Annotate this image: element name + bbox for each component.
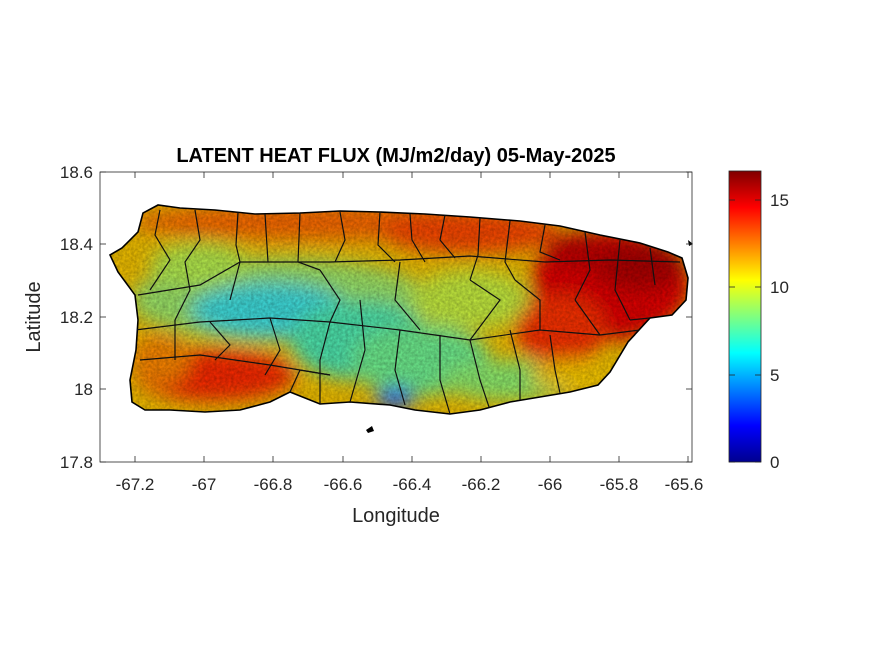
colorbar-tick-label: 15 — [770, 191, 789, 210]
x-tick-label: -66.6 — [324, 475, 363, 494]
colorbar-tick-labels: 15 10 5 0 — [770, 191, 789, 472]
y-tick-marks — [100, 171, 692, 463]
x-tick-labels: -67.2 -67 -66.8 -66.6 -66.4 -66.2 -66 -6… — [116, 475, 704, 494]
colorbar-tick-label: 0 — [770, 453, 779, 472]
colorbar-tick-marks — [729, 199, 761, 463]
colorbar-tick-label: 5 — [770, 366, 779, 385]
municipality-boundaries — [134, 209, 681, 414]
x-tick-label: -66.4 — [393, 475, 432, 494]
y-tick-label: 18.6 — [60, 163, 93, 182]
y-tick-labels: 18.6 18.4 18.2 18 17.8 — [60, 163, 93, 472]
x-tick-label: -65.8 — [600, 475, 639, 494]
map-title: LATENT HEAT FLUX (MJ/m2/day) 05-May-2025 — [176, 145, 615, 167]
x-tick-label: -66.8 — [254, 475, 293, 494]
x-tick-label: -66 — [538, 475, 563, 494]
colorbar — [728, 170, 762, 463]
latent-heat-field — [110, 205, 688, 414]
caja-de-muertos-island — [366, 426, 374, 433]
y-tick-label: 18 — [74, 380, 93, 399]
x-tick-label: -65.6 — [665, 475, 704, 494]
y-tick-label: 17.8 — [60, 453, 93, 472]
x-tick-marks — [134, 172, 689, 462]
colorbar-tick-label: 10 — [770, 278, 789, 297]
x-tick-label: -67.2 — [116, 475, 155, 494]
x-axis-label: Longitude — [352, 505, 440, 527]
x-tick-label: -66.2 — [462, 475, 501, 494]
x-tick-label: -67 — [192, 475, 217, 494]
y-axis-label: Latitude — [23, 281, 45, 352]
y-tick-label: 18.4 — [60, 235, 93, 254]
y-tick-label: 18.2 — [60, 308, 93, 327]
